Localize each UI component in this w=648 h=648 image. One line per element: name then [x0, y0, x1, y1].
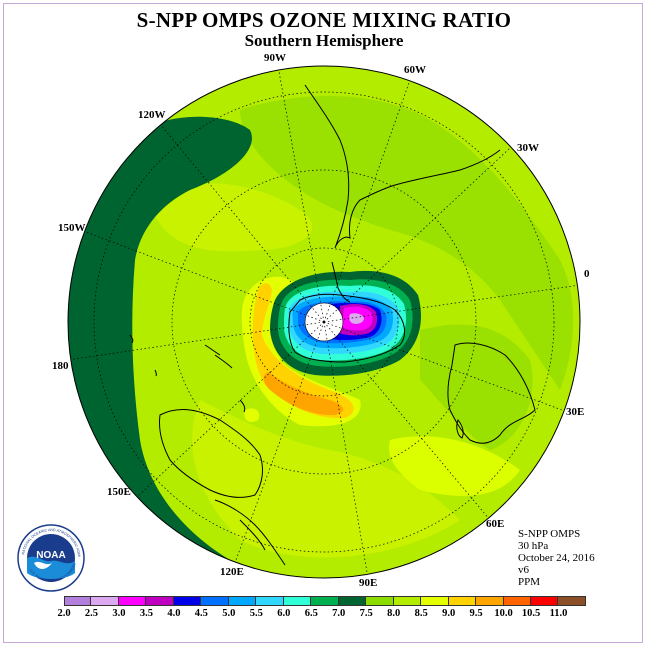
colorbar-tick-label: 9.5	[469, 608, 483, 619]
colorbar-swatch	[256, 596, 284, 606]
meridian-60e	[323, 321, 491, 521]
lon-label-90e: 90E	[359, 577, 378, 589]
colorbar-tick-label: 7.0	[332, 608, 346, 619]
contour-8ppm-region	[150, 183, 313, 252]
colorbar-swatch	[91, 596, 119, 606]
meridian-90e	[323, 321, 369, 578]
latitude-circle-inner	[249, 247, 399, 397]
colorbar-swatch	[201, 596, 229, 606]
meridian-0	[323, 284, 580, 323]
noaa-logo: NOAA NATIONAL OCEANIC AND ATMOSPHERIC AD…	[16, 523, 85, 592]
coastline-southeast-asia	[214, 499, 286, 566]
meridian-30w	[323, 147, 511, 323]
colorbar-swatch	[558, 596, 586, 606]
colorbar-swatch	[448, 596, 477, 606]
lon-label-150w: 150W	[58, 222, 86, 234]
colorbar-swatch	[283, 596, 312, 606]
colorbar-swatch	[118, 596, 147, 606]
lon-label-60w: 60W	[404, 64, 426, 76]
svg-text:NOAA: NOAA	[36, 550, 65, 561]
colorbar-tick-label: 6.5	[304, 608, 318, 619]
colorbar-swatch	[311, 596, 339, 606]
info-version: v6	[518, 564, 529, 576]
colorbar-tick-label: 3.5	[139, 608, 153, 619]
meridian-150e	[137, 321, 325, 497]
globe-outline	[67, 65, 581, 579]
contour-8ppm-region	[389, 436, 520, 496]
colorbar-tick-label: 4.5	[194, 608, 208, 619]
coastline-south-america	[304, 84, 501, 249]
colorbar-tick-label: 2.5	[84, 608, 99, 619]
lon-label-120e: 120E	[220, 566, 244, 578]
coastline-antarctic-peninsula	[331, 261, 351, 303]
info-level: 30 hPa	[518, 540, 549, 552]
colorbar-tick-label: 10.5	[521, 608, 541, 619]
coastline-islands	[129, 334, 246, 413]
colorbar-swatch	[338, 596, 367, 606]
meridian-150w	[85, 231, 325, 323]
contour-9_5ppm-region	[263, 372, 344, 416]
latitude-circle-outer	[93, 91, 555, 553]
lon-label-150e: 150E	[107, 486, 131, 498]
meridian-180	[68, 321, 325, 361]
meridian-90w	[277, 66, 325, 323]
colorbar-tick-label: 5.5	[249, 608, 263, 619]
info-date: October 24, 2016	[518, 552, 595, 564]
page-subtitle: Southern Hemisphere	[244, 31, 404, 50]
lon-label-120w: 120W	[138, 109, 166, 121]
contour-9ppm-region	[244, 408, 260, 422]
colorbar-swatch	[146, 596, 174, 606]
colorbar-tick-label: 3.0	[112, 608, 126, 619]
lon-label-30w: 30W	[517, 142, 539, 154]
info-instrument: S-NPP OMPS	[518, 528, 581, 540]
lon-label-180: 180	[52, 360, 69, 372]
colorbar-tick-label: 10.0	[494, 608, 513, 619]
colorbar-swatch	[476, 596, 504, 606]
lon-label-60e: 60E	[486, 518, 505, 530]
colorbar-swatch	[530, 596, 559, 606]
lon-label-0: 0	[584, 268, 590, 280]
lon-label-90w: 90W	[264, 52, 286, 64]
coastline-africa	[447, 342, 536, 444]
lon-label-30e: 30E	[566, 406, 585, 418]
contour-8ppm-region	[192, 400, 460, 558]
colorbar-swatch	[503, 596, 531, 606]
colorbar	[64, 596, 586, 606]
colorbar-swatch	[421, 596, 449, 606]
colorbar-swatch	[393, 596, 422, 606]
info-units: PPM	[518, 576, 541, 588]
latitude-circle-middle	[171, 169, 477, 475]
colorbar-tick-label: 11.0	[549, 608, 568, 619]
page-title: S-NPP OMPS OZONE MIXING RATIO	[136, 8, 512, 32]
colorbar-tick-label: 6.0	[277, 608, 291, 619]
colorbar-swatch	[173, 596, 202, 606]
colorbar-swatch	[64, 596, 92, 606]
meridian-120w	[159, 123, 325, 323]
contour-7_5ppm-region	[420, 324, 533, 450]
colorbar-tick-label: 8.0	[387, 608, 401, 619]
coastline-madagascar	[456, 418, 464, 439]
colorbar-swatch	[228, 596, 257, 606]
coastline-australia	[159, 409, 263, 498]
colorbar-tick-label: 9.0	[442, 608, 456, 619]
contour-7ppm-band	[68, 116, 330, 578]
colorbar-tick-label: 2.0	[57, 608, 71, 619]
info-block: S-NPP OMPS 30 hPa October 24, 2016 v6 PP…	[518, 528, 595, 588]
colorbar-swatch	[366, 596, 394, 606]
colorbar-tick-label: 8.5	[414, 608, 428, 619]
contour-7_5ppm-region	[240, 96, 574, 391]
colorbar-tick-label: 7.5	[359, 608, 373, 619]
meridian-60w	[323, 79, 411, 323]
vortex-2_5ppm	[349, 313, 364, 324]
colorbar-tick-label: 4.0	[167, 608, 181, 619]
coastline-new-zealand	[204, 344, 233, 369]
colorbar-tick-label: 5.0	[222, 608, 236, 619]
coastline-antarctica	[288, 293, 406, 363]
